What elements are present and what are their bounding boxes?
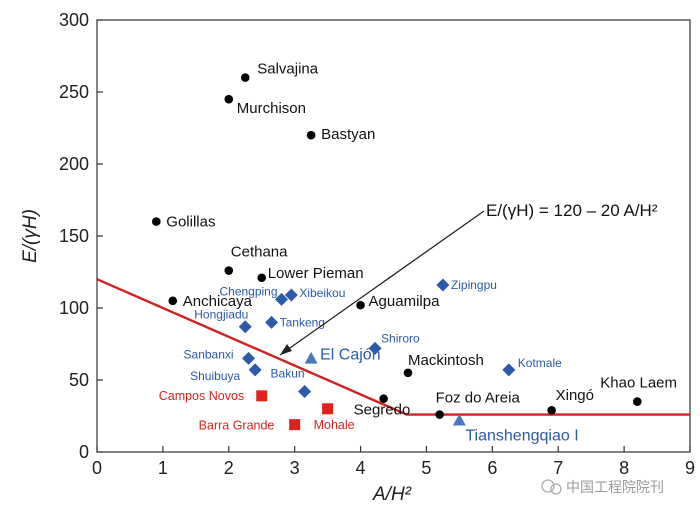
point-anchicaya: [168, 296, 178, 306]
y-tick-label: 250: [59, 82, 89, 102]
trend-line-group: [96, 278, 690, 416]
point-segredo: [379, 394, 388, 404]
y-tick-label: 150: [59, 226, 89, 246]
label-shuibuya: Shuibuya: [190, 369, 240, 383]
label-tianshengqiao-i: Tianshengqiao I: [465, 427, 578, 444]
label-xing-: Xingó: [556, 387, 594, 404]
label-lower-pieman: Lower Pieman: [268, 265, 364, 282]
point-tankeng: [265, 315, 279, 329]
point-bastyan: [306, 130, 316, 140]
point-golillas: [152, 217, 161, 226]
watermark-text: 中国工程院院刊: [566, 479, 664, 495]
equation-annotation: E/(γH) = 120 – 20 A/H²: [486, 201, 658, 220]
point-xing-: [547, 405, 556, 415]
equation-arrowhead: [280, 344, 292, 355]
point-khao-laem: [632, 397, 642, 406]
x-tick-label: 9: [685, 458, 695, 478]
point-mackintosh: [403, 368, 413, 378]
label-salvajina: Salvajina: [257, 61, 319, 78]
point-tianshengqiao-i: [452, 413, 466, 426]
watermark: 中国工程院院刊: [541, 479, 664, 495]
trend-line: [96, 278, 690, 416]
point-labels: Salvajina Murchison Bastyan Golillas Cethana…: [159, 61, 677, 445]
label-segredo: Segredo: [354, 402, 411, 419]
label-tankeng: Tankeng: [280, 315, 325, 329]
label-bakun: Bakun: [271, 367, 305, 381]
ticks: 0 1 2 3 4 5 6 7 8 9 0 50 100 150 200 250 300: [59, 10, 695, 478]
label-golillas: Golillas: [166, 214, 215, 231]
y-tick-label: 300: [59, 10, 89, 30]
point-cethana: [224, 266, 234, 275]
label-barra-grande: Barra Grande: [199, 419, 275, 433]
x-tick-label: 0: [92, 458, 102, 478]
equation-arrow: [279, 210, 485, 356]
y-axis-title: E/(γH): [20, 209, 41, 263]
label-campos-novos: Campos Novos: [159, 389, 244, 403]
point-kotmale: [502, 363, 516, 377]
point-mohale: [322, 403, 334, 415]
markers: [152, 73, 642, 431]
point-el-caj-n: [304, 351, 318, 364]
point-chengping: [274, 292, 288, 306]
x-tick-label: 8: [619, 458, 629, 478]
point-bakun: [298, 385, 312, 399]
label-shiroro: Shiroro: [381, 331, 420, 345]
x-tick-label: 1: [158, 458, 168, 478]
point-hongjiadu: [238, 320, 252, 334]
label-zipingpu: Zipingpu: [451, 278, 497, 292]
label-el-caj-n: El Cajón: [320, 346, 380, 363]
point-murchison: [224, 94, 234, 104]
point-campos-novos: [256, 390, 268, 402]
x-tick-label: 3: [290, 458, 300, 478]
y-tick-label: 200: [59, 154, 89, 174]
label-hongjiadu: Hongjiadu: [194, 308, 248, 322]
point-sanbanxi: [242, 351, 256, 365]
x-tick-label: 6: [487, 458, 497, 478]
point-foz-do-areia: [435, 410, 444, 419]
label-xibeikou: Xibeikou: [299, 286, 345, 300]
label-cethana: Cethana: [231, 244, 288, 261]
label-foz-do-areia: Foz do Areia: [436, 390, 521, 407]
x-tick-label: 2: [224, 458, 234, 478]
y-tick-label: 100: [59, 298, 89, 318]
point-xibeikou: [284, 288, 298, 302]
label-chengping: Chengping: [219, 284, 277, 298]
point-salvajina: [240, 73, 250, 82]
x-axis-title: A/H²: [372, 484, 412, 505]
label-murchison: Murchison: [237, 100, 306, 117]
label-anchicaya: Anchicaya: [183, 293, 253, 310]
point-barra-grande: [289, 419, 301, 431]
x-tick-label: 5: [421, 458, 431, 478]
label-khao-laem: Khao Laem: [600, 375, 677, 392]
label-kotmale: Kotmale: [518, 356, 562, 370]
label-sanbanxi: Sanbanxi: [184, 347, 234, 361]
point-shiroro: [368, 341, 382, 355]
point-zipingpu: [436, 278, 450, 292]
label-mackintosh: Mackintosh: [408, 352, 484, 369]
x-tick-label: 7: [553, 458, 563, 478]
point-aguamilpa: [356, 300, 365, 310]
label-aguamilpa: Aguamilpa: [369, 293, 441, 310]
y-tick-label: 0: [79, 442, 89, 462]
point-lower-pieman: [257, 273, 267, 283]
y-tick-label: 50: [69, 370, 89, 390]
label-mohale: Mohale: [314, 418, 355, 432]
label-bastyan: Bastyan: [321, 126, 375, 143]
point-shuibuya: [248, 363, 262, 377]
x-tick-label: 4: [356, 458, 366, 478]
